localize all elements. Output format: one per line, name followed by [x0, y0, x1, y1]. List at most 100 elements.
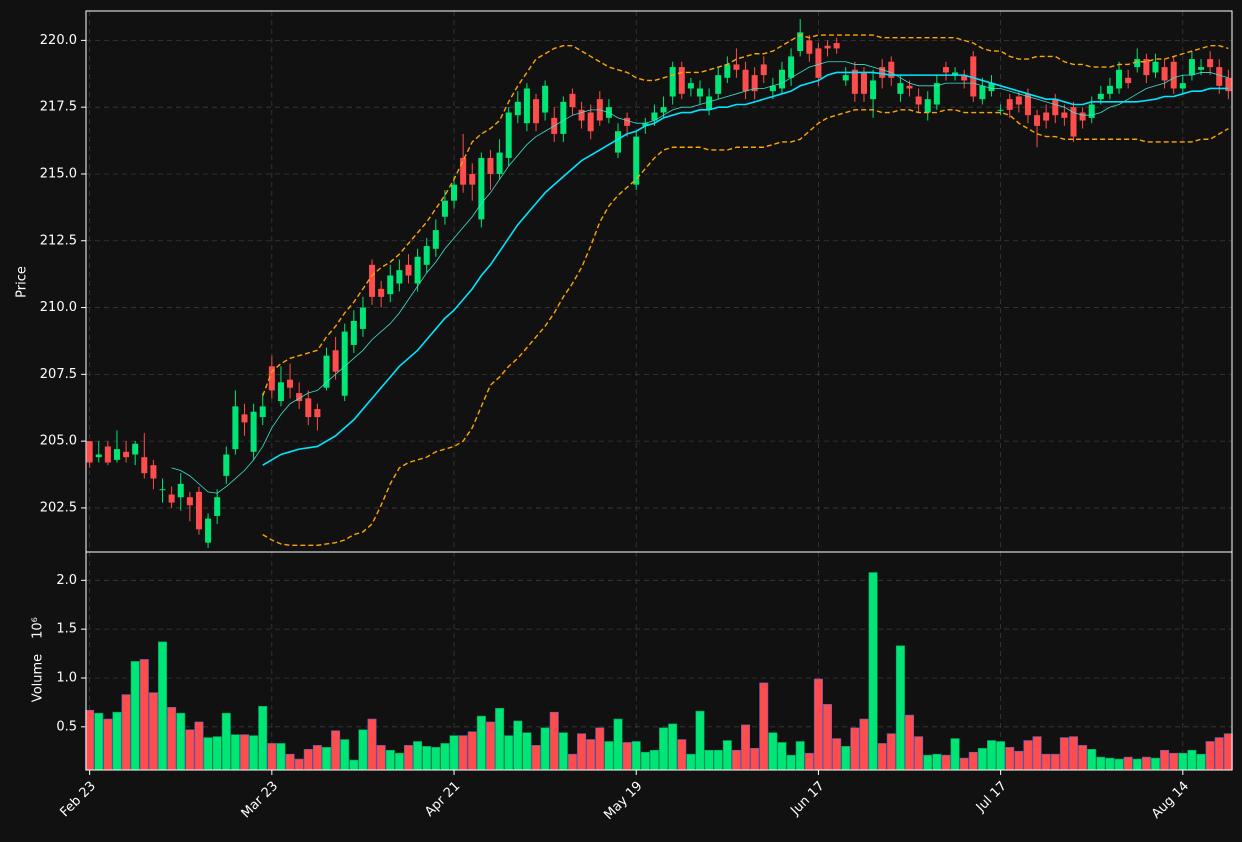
candle-body	[797, 32, 804, 52]
volume-bar	[604, 741, 614, 771]
candle-body	[651, 112, 658, 121]
volume-bar	[1178, 752, 1188, 771]
volume-bar	[103, 718, 113, 771]
candle-body	[615, 131, 622, 153]
volume-bar	[258, 706, 268, 771]
candle-body	[1225, 77, 1232, 92]
volume-bar	[686, 753, 696, 771]
volume-bar	[476, 715, 486, 771]
candle-body	[478, 157, 485, 220]
candle-body	[523, 88, 530, 124]
volume-bar	[185, 729, 195, 771]
volume-bar	[640, 751, 650, 771]
candle-body	[733, 64, 740, 70]
candle-body	[314, 409, 321, 418]
volume-bar	[1069, 736, 1078, 771]
candle-body	[1198, 67, 1205, 70]
volume-frame	[85, 551, 1233, 771]
candle-body	[742, 69, 749, 92]
candle-body	[660, 107, 667, 113]
volume-bar	[139, 659, 149, 771]
volume-bar	[221, 712, 231, 771]
volume-bar	[905, 714, 915, 771]
volume-bar	[941, 754, 951, 771]
y-tick-label: 202.5	[40, 500, 77, 515]
candle-body	[223, 454, 230, 476]
candle-body	[1179, 83, 1186, 89]
volume-bar	[449, 735, 459, 771]
candle-body	[560, 101, 567, 134]
volume-bar	[1123, 756, 1133, 771]
volume-bar	[294, 758, 304, 771]
volume-bar	[312, 745, 322, 771]
volume-bar	[968, 751, 978, 771]
candle-body	[1061, 112, 1068, 118]
candle-body	[888, 61, 895, 78]
volume-bar	[859, 718, 869, 771]
candle-body	[952, 72, 959, 76]
volume-bar	[996, 741, 1006, 771]
candle-body	[1052, 99, 1059, 116]
candle-body	[833, 43, 840, 49]
candle-body	[123, 451, 130, 458]
candle-body	[1034, 115, 1041, 126]
candle-body	[432, 230, 439, 249]
candle-body	[1088, 104, 1095, 118]
volume-bar	[203, 737, 213, 771]
candle-body	[387, 275, 394, 295]
candle-body	[177, 483, 184, 498]
volume-bar	[212, 736, 222, 771]
y-tick-label: 1.0	[56, 670, 77, 685]
candle-body	[369, 264, 376, 297]
volume-bar	[795, 741, 805, 771]
candle-body	[1161, 67, 1168, 81]
candle-body	[669, 67, 676, 97]
volume-bar	[1141, 756, 1151, 771]
candle-body	[842, 75, 849, 81]
candle-body	[396, 270, 403, 284]
volume-bar	[540, 727, 550, 771]
volume-bar	[1196, 753, 1206, 771]
candle-body	[715, 75, 722, 94]
candle-body	[1207, 59, 1214, 68]
volume-bar	[1059, 737, 1069, 771]
candle-body	[487, 157, 494, 174]
volume-bar	[1041, 753, 1051, 771]
candle-body	[1125, 77, 1132, 84]
y-tick-label: 205.0	[40, 434, 77, 449]
volume-bar	[1014, 750, 1024, 771]
volume-bar	[823, 704, 833, 771]
volume-bar	[340, 739, 350, 771]
volume-bar	[349, 759, 359, 771]
volume-bar	[1187, 749, 1197, 771]
volume-bar	[285, 753, 295, 771]
candle-body	[851, 69, 858, 94]
volume-bar	[877, 743, 887, 771]
volume-bar	[158, 641, 168, 771]
candle-body	[205, 518, 212, 543]
volume-offset-label: 10⁶	[31, 617, 46, 639]
volume-bar	[1132, 758, 1142, 771]
volume-bar	[431, 747, 441, 771]
volume-bar	[267, 743, 277, 771]
volume-bar	[768, 732, 778, 771]
candle-body	[769, 85, 776, 92]
volume-bar	[558, 732, 568, 771]
candle-body	[1134, 59, 1141, 68]
volume-bar	[549, 711, 559, 771]
candle-body	[1024, 93, 1031, 116]
volume-bar	[886, 733, 896, 771]
candle-body	[578, 109, 585, 121]
candle-body	[296, 393, 303, 402]
volume-bar	[704, 749, 714, 771]
candle-body	[86, 441, 93, 463]
volume-bar	[567, 753, 577, 771]
volume-bar	[513, 720, 523, 771]
volume-bar	[1023, 740, 1033, 771]
volume-bar	[923, 754, 933, 771]
candle-body	[860, 72, 867, 94]
volume-bar	[895, 645, 905, 771]
volume-bar	[1114, 758, 1124, 771]
candle-body	[268, 366, 275, 391]
